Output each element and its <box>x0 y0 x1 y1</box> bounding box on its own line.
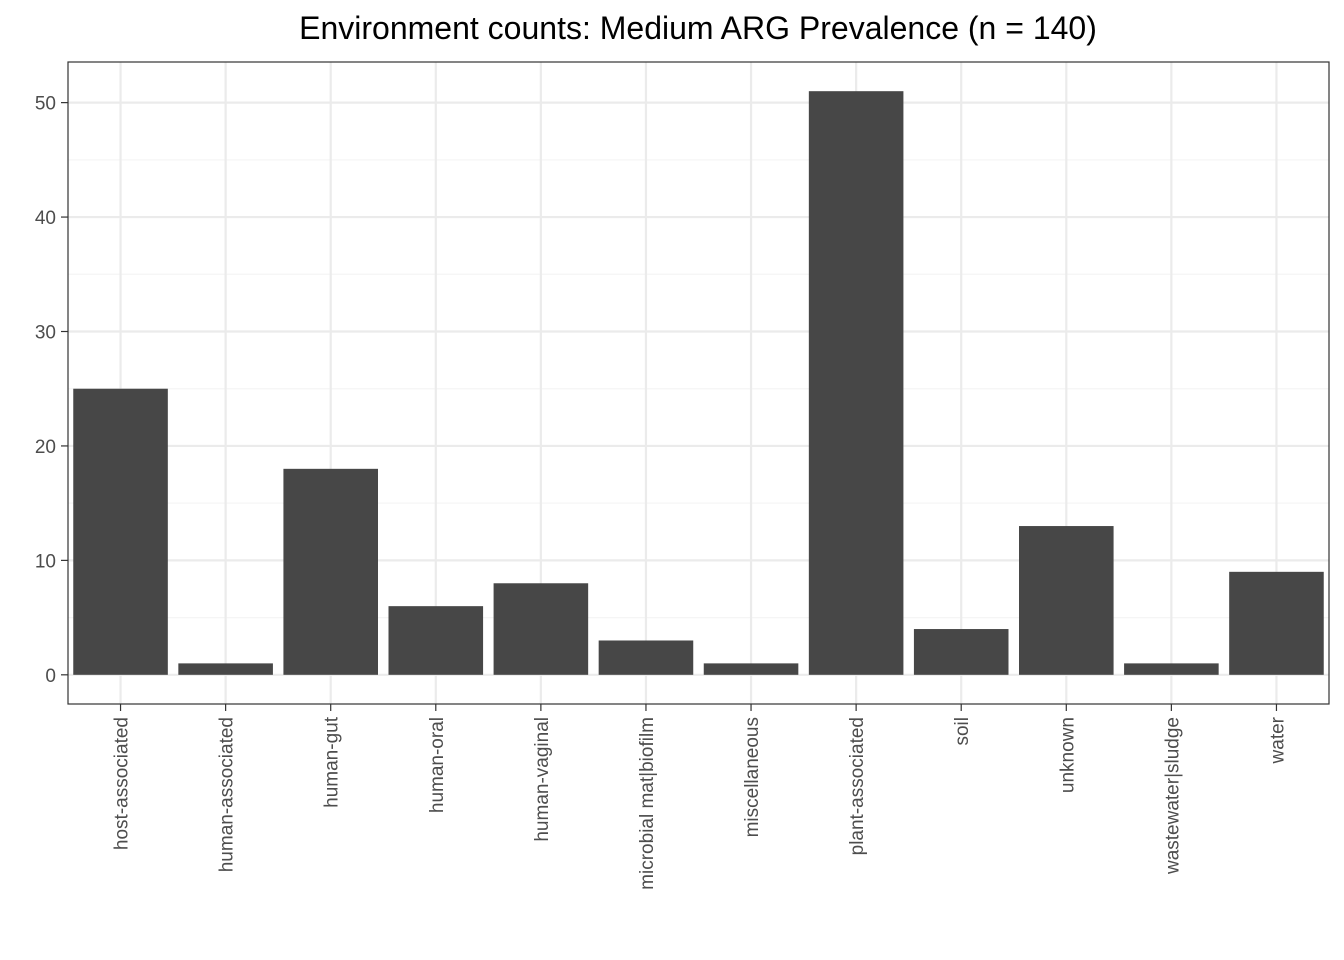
x-tick-label: microbial mat|biofilm <box>637 717 658 890</box>
x-tick-label: unknown <box>1057 717 1078 793</box>
x-tick-label: plant-associated <box>847 717 868 855</box>
bar <box>73 388 168 675</box>
bar <box>1229 571 1324 675</box>
bar <box>598 640 694 675</box>
y-tick-label: 0 <box>45 666 56 687</box>
grid-lines <box>68 62 1329 704</box>
bar <box>913 629 1009 675</box>
x-tick-label: human-associated <box>217 717 238 872</box>
bar <box>283 468 378 675</box>
x-tick-label: human-oral <box>427 717 448 813</box>
bar <box>178 663 273 675</box>
y-axis: 0 10 20 30 40 50 <box>35 94 68 687</box>
bar <box>1124 663 1219 675</box>
plot-panel <box>68 62 1329 704</box>
y-tick-label: 10 <box>35 551 56 572</box>
x-axis: host-associated human-associated human-gut… <box>112 704 1288 890</box>
bar <box>1019 526 1114 675</box>
x-tick-label: host-associated <box>112 717 133 850</box>
y-tick-label: 40 <box>35 208 56 229</box>
bar <box>808 91 904 675</box>
bar <box>388 606 484 675</box>
panel-border <box>67 61 1330 705</box>
bars <box>73 91 1324 675</box>
x-tick-label: human-vaginal <box>532 717 553 842</box>
x-tick-label: water <box>1267 716 1288 764</box>
y-tick-label: 30 <box>35 323 56 344</box>
chart-title: Environment counts: Medium ARG Prevalenc… <box>299 10 1097 46</box>
y-tick-label: 50 <box>35 94 56 115</box>
x-tick-label: wastewater|sludge <box>1162 717 1183 875</box>
x-tick-label: miscellaneous <box>742 717 763 837</box>
bar <box>493 583 589 675</box>
x-tick-label: soil <box>952 717 973 746</box>
bar <box>703 663 799 675</box>
y-tick-label: 20 <box>35 437 56 458</box>
x-tick-label: human-gut <box>322 716 343 808</box>
